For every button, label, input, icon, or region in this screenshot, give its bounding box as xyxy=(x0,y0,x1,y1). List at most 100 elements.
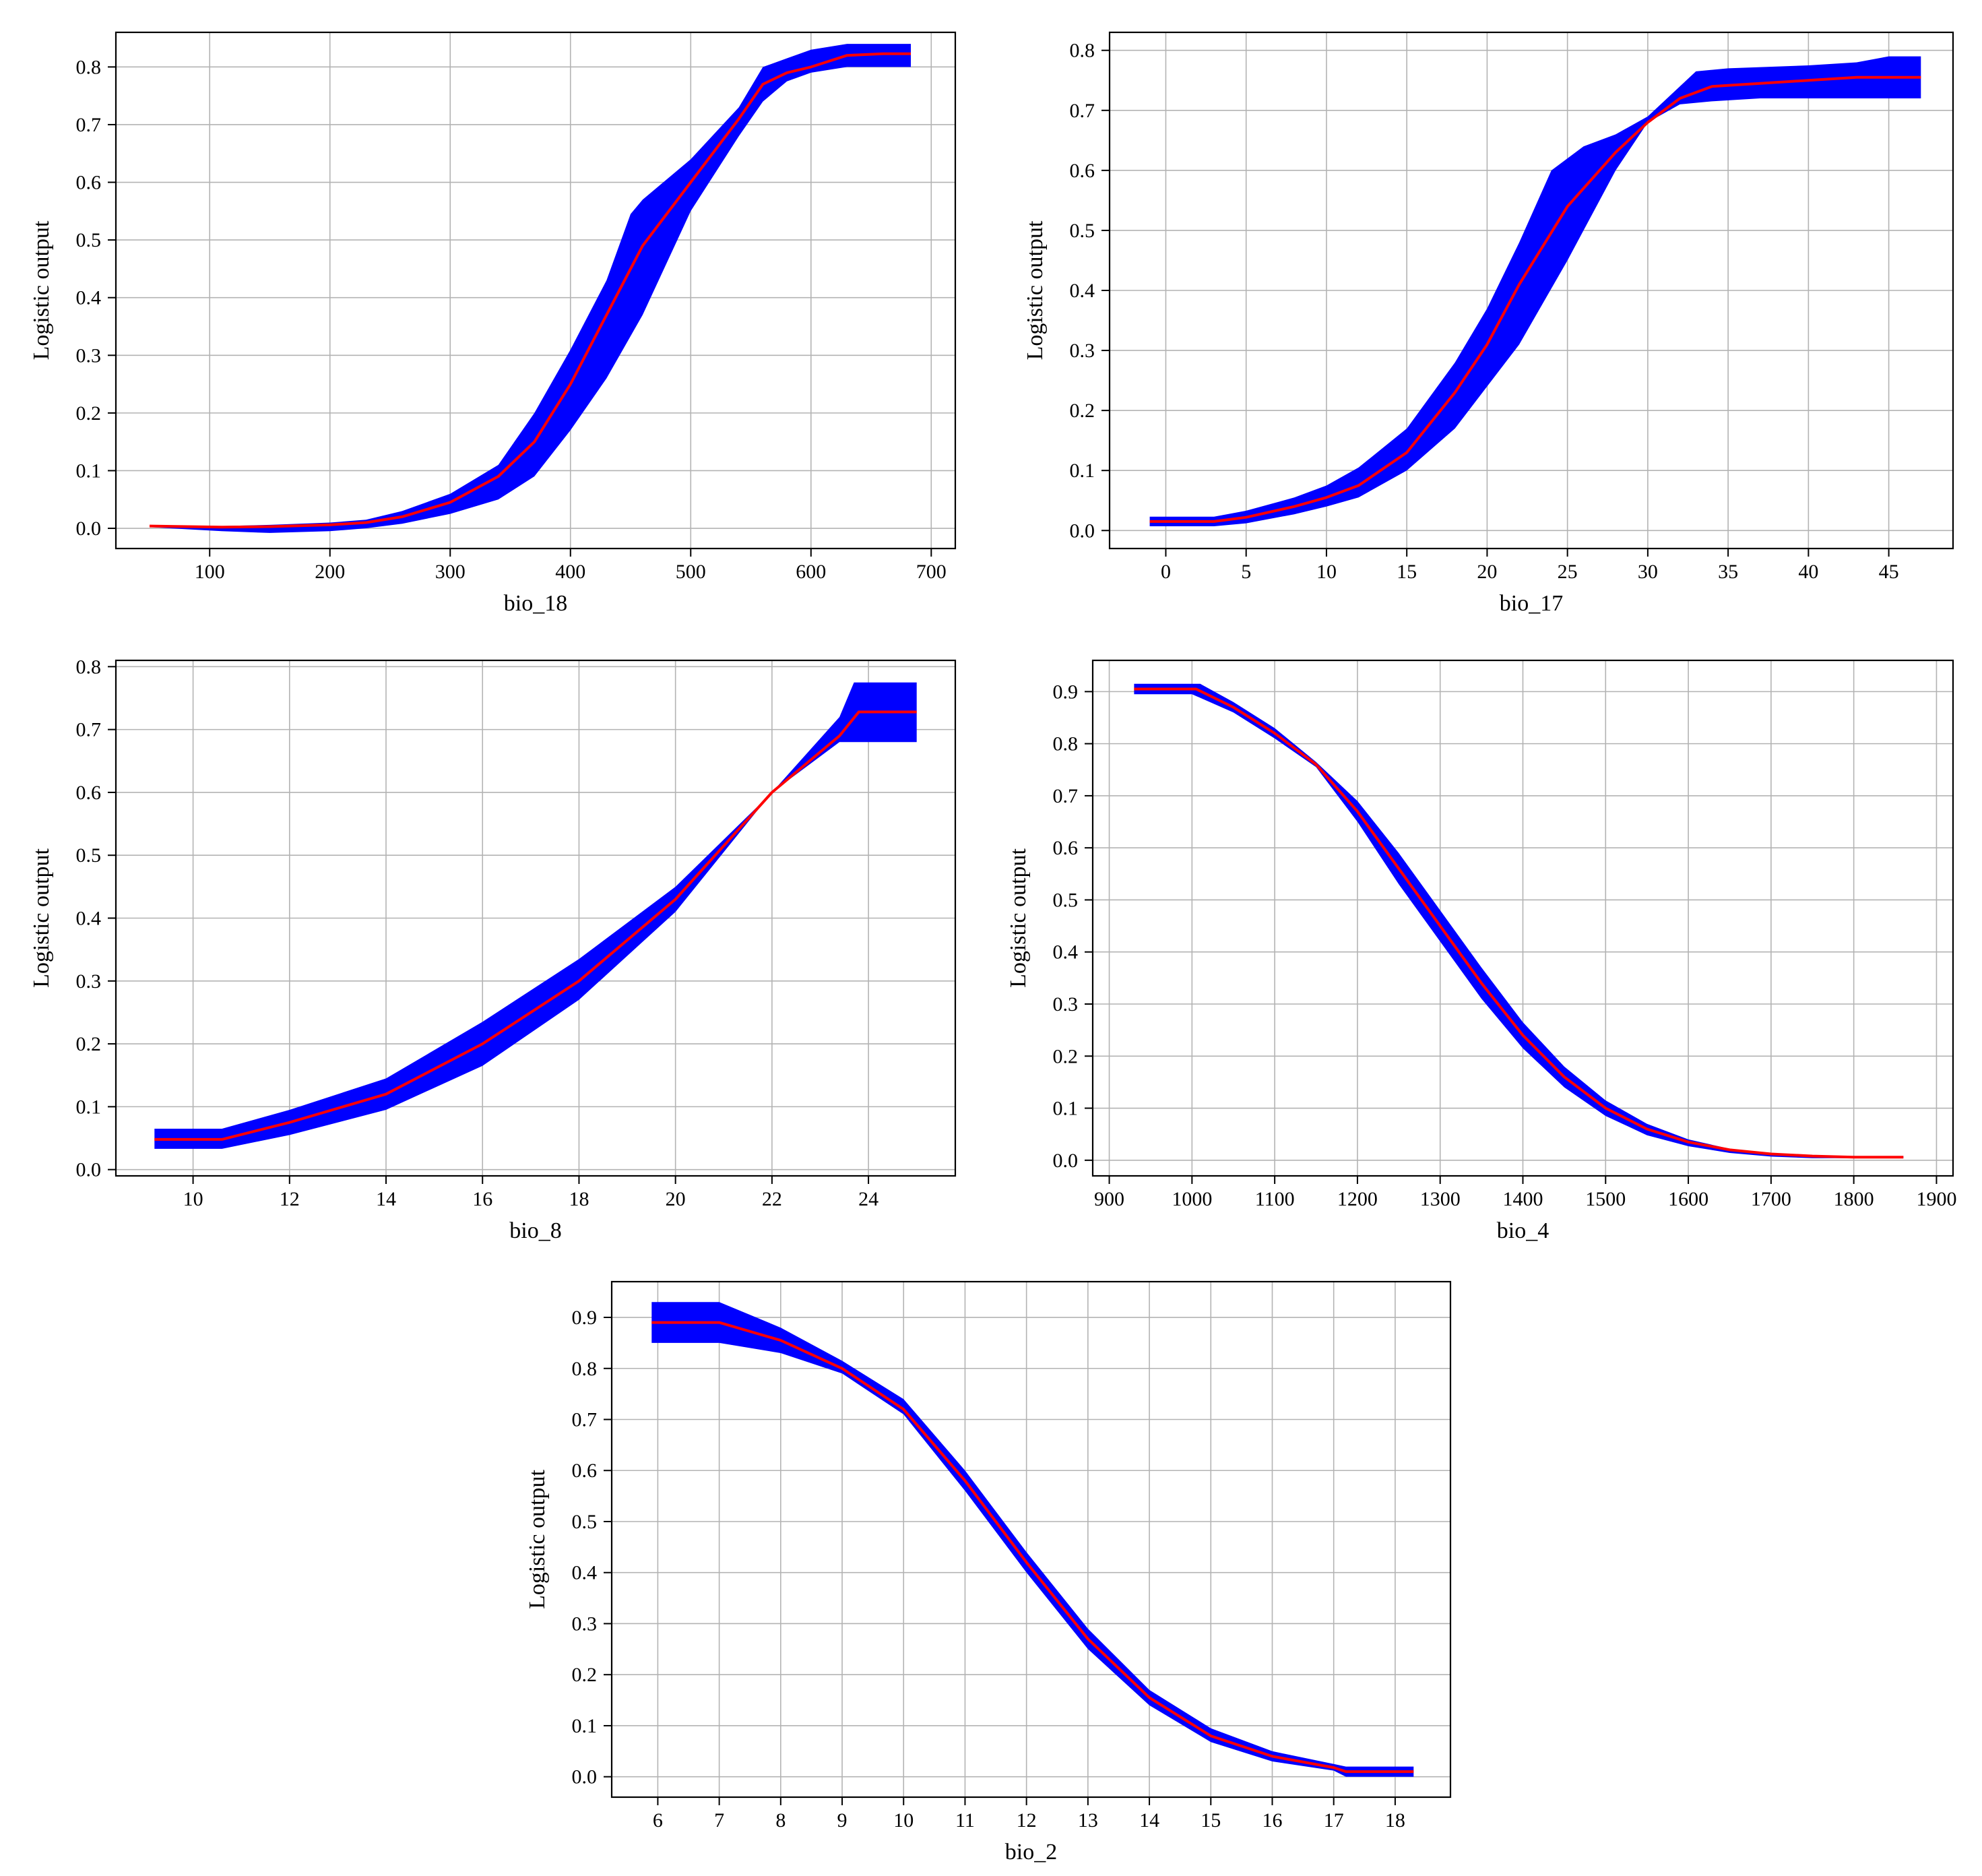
chart-0-x-tick-label-1: 200 xyxy=(315,561,345,583)
chart-2-mean-curve xyxy=(154,710,917,1141)
chart-1-x-tick-label-0: 0 xyxy=(1161,561,1171,583)
chart-1-y-tick-label-0: 0.0 xyxy=(1070,520,1095,542)
chart-4-x-tick-label-8: 14 xyxy=(1139,1809,1159,1832)
chart-3-x-tick-label-1: 1000 xyxy=(1172,1188,1212,1210)
chart-4-y-tick-label-6: 0.6 xyxy=(572,1460,598,1482)
chart-4-y-tick-label-5: 0.5 xyxy=(572,1511,598,1533)
chart-3-y-axis-label: Logistic output xyxy=(1006,848,1031,988)
chart-2-y-tick-label-6: 0.6 xyxy=(76,782,102,804)
chart-3-y-tick-label-7: 0.7 xyxy=(1053,785,1079,807)
chart-1-y-axis-label: Logistic output xyxy=(1023,220,1048,360)
chart-4-x-tick-label-4: 10 xyxy=(893,1809,914,1832)
chart-3-y-tick-label-6: 0.6 xyxy=(1053,837,1079,859)
chart-4-x-tick-label-3: 9 xyxy=(837,1809,848,1832)
panel-bio-17: 0 5 10 15 20 25 30 35 40 45 0.0 0.1 0.2 0.3 0.4 0.5 0.6 0… xyxy=(1023,31,1954,616)
chart-1-x-tick-label-5: 25 xyxy=(1558,561,1578,583)
chart-2-x-axis-label: bio_8 xyxy=(509,1218,561,1243)
chart-1-y-tick-label-1: 0.1 xyxy=(1070,460,1095,482)
chart-0-mean-curve xyxy=(149,52,911,529)
chart-3-y-tick-label-5: 0.5 xyxy=(1053,889,1079,911)
chart-0-x-axis-label: bio_18 xyxy=(504,591,567,616)
panel-bio-8: 10 12 14 16 18 20 22 24 0.0 0.1 0.2 0.3 0.4 0.5 0.6 0.7… xyxy=(29,656,957,1243)
chart-3-y-tick-label-0: 0.0 xyxy=(1053,1150,1079,1172)
chart-4-y-tick-label-4: 0.4 xyxy=(572,1562,598,1584)
chart-3-x-tick-label-7: 1600 xyxy=(1668,1188,1708,1210)
chart-0-y-tick-label-1: 0.1 xyxy=(76,460,102,482)
chart-1-x-tick-label-6: 30 xyxy=(1638,561,1658,583)
chart-3-y-tick-label-4: 0.4 xyxy=(1053,941,1079,964)
chart-3-y-tick-label-9: 0.9 xyxy=(1053,681,1079,703)
chart-0-y-axis-label: Logistic output xyxy=(29,220,54,360)
chart-2-confidence-band xyxy=(154,682,917,1149)
chart-3-x-tick-label-5: 1400 xyxy=(1503,1188,1543,1210)
chart-4-x-axis-label: bio_2 xyxy=(1005,1840,1057,1865)
chart-4-x-tick-label-0: 6 xyxy=(653,1809,663,1832)
chart-2-x-tick-label-4: 18 xyxy=(569,1188,589,1210)
chart-2-y-tick-label-8: 0.8 xyxy=(76,656,102,678)
chart-1-y-tick-label-2: 0.2 xyxy=(1070,400,1095,422)
chart-2-x-tick-label-6: 22 xyxy=(762,1188,782,1210)
chart-2-x-tick-label-7: 24 xyxy=(858,1188,878,1210)
chart-0-y-tick-label-4: 0.4 xyxy=(76,287,102,309)
chart-1-x-tick-label-9: 45 xyxy=(1879,561,1899,583)
chart-2-x-tick-label-5: 20 xyxy=(666,1188,686,1210)
chart-1-y-tick-label-7: 0.7 xyxy=(1070,100,1095,122)
chart-4-x-tick-label-7: 13 xyxy=(1078,1809,1098,1832)
chart-0-x-tick-label-3: 400 xyxy=(555,561,585,583)
chart-4-y-tick-label-8: 0.8 xyxy=(572,1358,598,1380)
chart-1-mean-curve xyxy=(1149,75,1921,523)
chart-0-x-tick-label-6: 700 xyxy=(916,561,947,583)
chart-3-x-tick-label-10: 1900 xyxy=(1916,1188,1956,1210)
chart-0-x-tick-label-0: 100 xyxy=(195,561,225,583)
chart-1-x-tick-label-3: 15 xyxy=(1397,561,1417,583)
chart-2-x-tick-label-3: 16 xyxy=(472,1188,492,1210)
chart-3-y-tick-label-2: 0.2 xyxy=(1053,1045,1079,1067)
chart-1-y-tick-label-6: 0.6 xyxy=(1070,160,1095,182)
chart-1-x-tick-label-8: 40 xyxy=(1798,561,1818,583)
chart-4-x-tick-label-12: 18 xyxy=(1385,1809,1405,1832)
chart-3-x-tick-label-4: 1300 xyxy=(1420,1188,1461,1210)
chart-4-mean-curve xyxy=(651,1321,1414,1774)
chart-4-y-axis-label: Logistic output xyxy=(525,1470,550,1609)
chart-3-x-axis-label: bio_4 xyxy=(1497,1218,1549,1243)
chart-2-y-axis-label: Logistic output xyxy=(29,848,54,988)
chart-4-x-tick-label-1: 7 xyxy=(714,1809,724,1832)
chart-4-frame xyxy=(610,1280,1452,1799)
chart-1-x-tick-label-4: 20 xyxy=(1477,561,1497,583)
chart-3-y-tick-label-8: 0.8 xyxy=(1053,733,1079,755)
chart-0-x-tick-label-2: 300 xyxy=(435,561,466,583)
chart-0-x-tick-label-4: 500 xyxy=(676,561,706,583)
chart-4-y-tick-label-2: 0.2 xyxy=(572,1664,598,1686)
chart-1-x-tick-label-7: 35 xyxy=(1718,561,1738,583)
chart-2-y-tick-label-0: 0.0 xyxy=(76,1159,102,1181)
chart-2-y-tick-label-3: 0.3 xyxy=(76,970,102,993)
chart-0-y-tick-label-6: 0.6 xyxy=(76,172,102,194)
chart-0-y-tick-label-5: 0.5 xyxy=(76,229,102,251)
chart-1-y-tick-label-5: 0.5 xyxy=(1070,220,1095,242)
chart-4-x-tick-label-2: 8 xyxy=(775,1809,786,1832)
chart-0-y-tick-label-8: 0.8 xyxy=(76,56,102,78)
chart-4-x-tick-label-10: 16 xyxy=(1262,1809,1282,1832)
chart-2-y-tick-label-7: 0.7 xyxy=(76,719,102,741)
chart-4-x-tick-label-5: 11 xyxy=(955,1809,975,1832)
chart-3-mean-curve xyxy=(1134,687,1904,1159)
chart-1-y-tick-label-4: 0.4 xyxy=(1070,280,1095,302)
chart-1-y-tick-label-8: 0.8 xyxy=(1070,40,1095,62)
chart-0-confidence-band xyxy=(150,44,911,533)
chart-0-y-tick-label-3: 0.3 xyxy=(76,344,102,367)
chart-4-y-tick-label-9: 0.9 xyxy=(572,1307,598,1329)
chart-3-y-tick-label-3: 0.3 xyxy=(1053,993,1079,1015)
chart-1-x-tick-label-2: 10 xyxy=(1316,561,1337,583)
chart-4-y-tick-label-7: 0.7 xyxy=(572,1409,598,1431)
chart-2-y-tick-label-5: 0.5 xyxy=(76,844,102,867)
chart-3-x-tick-label-0: 900 xyxy=(1094,1188,1124,1210)
chart-4-x-tick-label-11: 17 xyxy=(1324,1809,1344,1832)
chart-2-y-tick-label-1: 0.1 xyxy=(76,1096,102,1118)
chart-4-y-tick-label-0: 0.0 xyxy=(572,1766,598,1788)
chart-2-x-tick-label-1: 12 xyxy=(280,1188,300,1210)
panel-bio-2: 6 7 8 9 10 11 12 13 14 15 16 17 18 0.0 0.1 0.2 0.3 0.4 0.5… xyxy=(525,1280,1452,1865)
chart-1-confidence-band xyxy=(1149,56,1921,527)
chart-3-x-tick-label-6: 1500 xyxy=(1585,1188,1626,1210)
chart-1-x-axis-label: bio_17 xyxy=(1500,591,1563,616)
